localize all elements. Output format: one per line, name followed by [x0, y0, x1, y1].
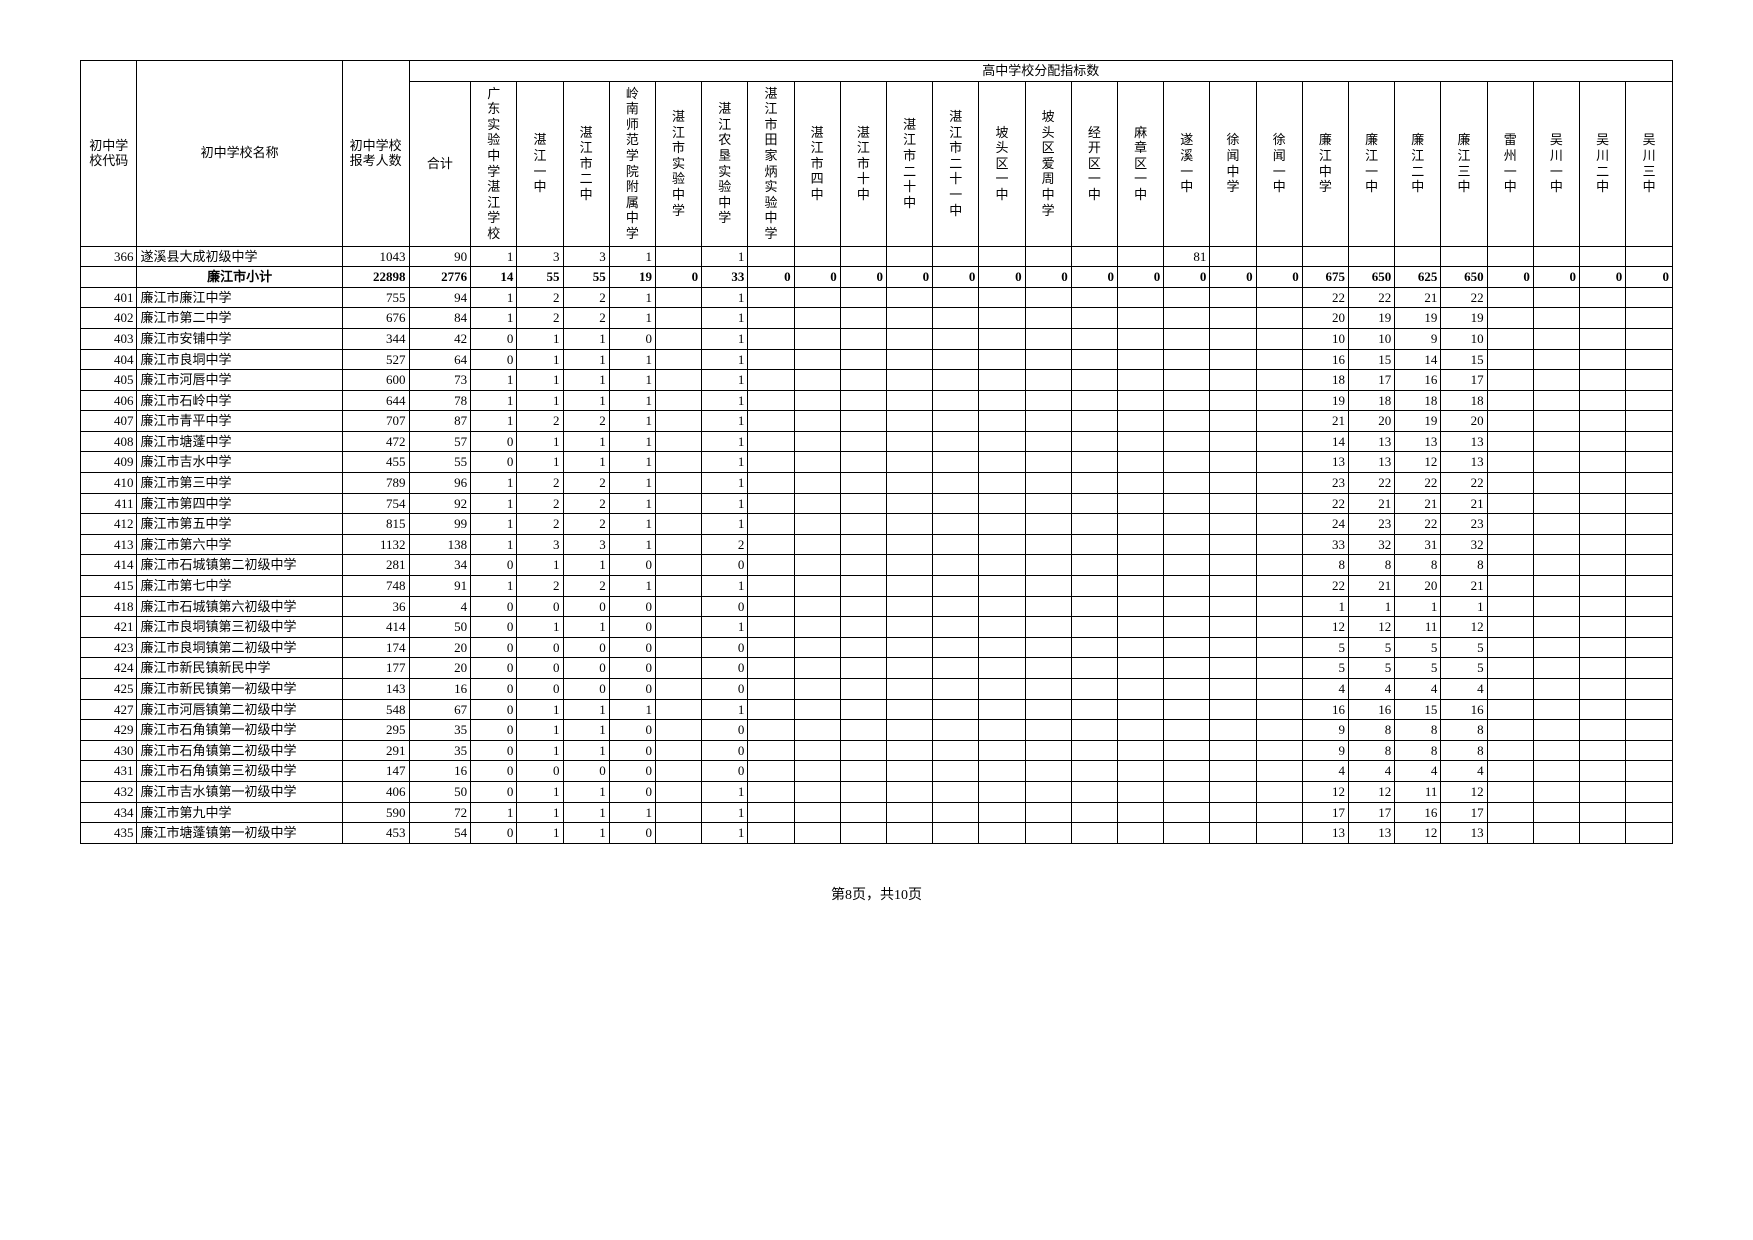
table-row: 366遂溪县大成初级中学1043901331181	[81, 246, 1673, 267]
col-code: 初中学校代码	[81, 61, 137, 247]
table-row: 408廉江市塘蓬中学472570111114131313	[81, 431, 1673, 452]
col-hs-15: 遂溪一中	[1164, 81, 1210, 246]
col-hs-13: 经开区一中	[1071, 81, 1117, 246]
table-row: 418廉江市石城镇第六初级中学364000001111	[81, 596, 1673, 617]
col-hs-25: 吴川三中	[1626, 81, 1673, 246]
table-row: 434廉江市第九中学590721111117171617	[81, 802, 1673, 823]
col-hs-6: 湛江市田家炳实验中学	[748, 81, 794, 246]
col-hs-14: 麻章区一中	[1117, 81, 1163, 246]
table-row: 403廉江市安铺中学34442011011010910	[81, 328, 1673, 349]
col-hs-22: 雷州一中	[1487, 81, 1533, 246]
col-hs-21: 廉江三中	[1441, 81, 1487, 246]
table-row: 404廉江市良垌中学527640111116151415	[81, 349, 1673, 370]
page-footer: 第8页，共10页	[80, 884, 1673, 904]
col-hs-16: 徐闻中学	[1210, 81, 1256, 246]
table-row: 412廉江市第五中学815991221124232223	[81, 514, 1673, 535]
col-hs-24: 吴川二中	[1580, 81, 1626, 246]
col-hs-18: 廉江中学	[1302, 81, 1348, 246]
table-row: 409廉江市吉水中学455550111113131213	[81, 452, 1673, 473]
col-total: 合计	[409, 81, 471, 246]
col-hs-8: 湛江市十中	[840, 81, 886, 246]
table-row: 405廉江市河唇中学600731111118171617	[81, 370, 1673, 391]
table-row: 406廉江市石岭中学644781111119181818	[81, 390, 1673, 411]
table-row: 402廉江市第二中学676841221120191919	[81, 308, 1673, 329]
table-row: 423廉江市良垌镇第二初级中学17420000005555	[81, 637, 1673, 658]
col-hs-4: 湛江市实验中学	[655, 81, 701, 246]
table-row: 415廉江市第七中学748911221122212021	[81, 576, 1673, 597]
table-body: 366遂溪县大成初级中学1043901331181廉江市小计2289827761…	[81, 246, 1673, 843]
col-hs-9: 湛江市二十中	[886, 81, 932, 246]
table-row: 432廉江市吉水镇第一初级中学406500110112121112	[81, 781, 1673, 802]
col-hs-2: 湛江市二中	[563, 81, 609, 246]
table-row: 廉江市小计22898277614555519033000000000000675…	[81, 267, 1673, 288]
col-pop: 初中学校报考人数	[342, 61, 409, 247]
table-row: 411廉江市第四中学754921221122212121	[81, 493, 1673, 514]
table-row: 431廉江市石角镇第三初级中学14716000004444	[81, 761, 1673, 782]
col-group-top: 高中学校分配指标数	[409, 61, 1672, 82]
col-hs-19: 廉江一中	[1349, 81, 1395, 246]
table-row: 413廉江市第六中学11321381331233323132	[81, 534, 1673, 555]
allocation-table: 初中学校代码 初中学校名称 初中学校报考人数 高中学校分配指标数 合计广东实验中…	[80, 60, 1673, 844]
table-row: 430廉江市石角镇第二初级中学29135011009888	[81, 740, 1673, 761]
table-row: 401廉江市廉江中学755941221122222122	[81, 287, 1673, 308]
col-hs-7: 湛江市四中	[794, 81, 840, 246]
col-hs-0: 广东实验中学湛江学校	[471, 81, 517, 246]
col-name: 初中学校名称	[137, 61, 342, 247]
table-row: 421廉江市良垌镇第三初级中学414500110112121112	[81, 617, 1673, 638]
table-header: 初中学校代码 初中学校名称 初中学校报考人数 高中学校分配指标数 合计广东实验中…	[81, 61, 1673, 247]
table-row: 435廉江市塘蓬镇第一初级中学453540110113131213	[81, 823, 1673, 844]
col-hs-10: 湛江市二十一中	[933, 81, 979, 246]
col-hs-1: 湛江一中	[517, 81, 563, 246]
col-hs-3: 岭南师范学院附属中学	[609, 81, 655, 246]
col-hs-17: 徐闻一中	[1256, 81, 1302, 246]
table-row: 410廉江市第三中学789961221123222222	[81, 473, 1673, 494]
col-hs-12: 坡头区爱周中学	[1025, 81, 1071, 246]
table-row: 425廉江市新民镇第一初级中学14316000004444	[81, 679, 1673, 700]
col-hs-23: 吴川一中	[1533, 81, 1579, 246]
table-row: 427廉江市河唇镇第二初级中学548670111116161516	[81, 699, 1673, 720]
table-row: 429廉江市石角镇第一初级中学29535011009888	[81, 720, 1673, 741]
table-row: 407廉江市青平中学707871221121201920	[81, 411, 1673, 432]
table-row: 414廉江市石城镇第二初级中学28134011008888	[81, 555, 1673, 576]
col-hs-5: 湛江农垦实验中学	[702, 81, 748, 246]
col-hs-20: 廉江二中	[1395, 81, 1441, 246]
col-hs-11: 坡头区一中	[979, 81, 1025, 246]
table-row: 424廉江市新民镇新民中学17720000005555	[81, 658, 1673, 679]
